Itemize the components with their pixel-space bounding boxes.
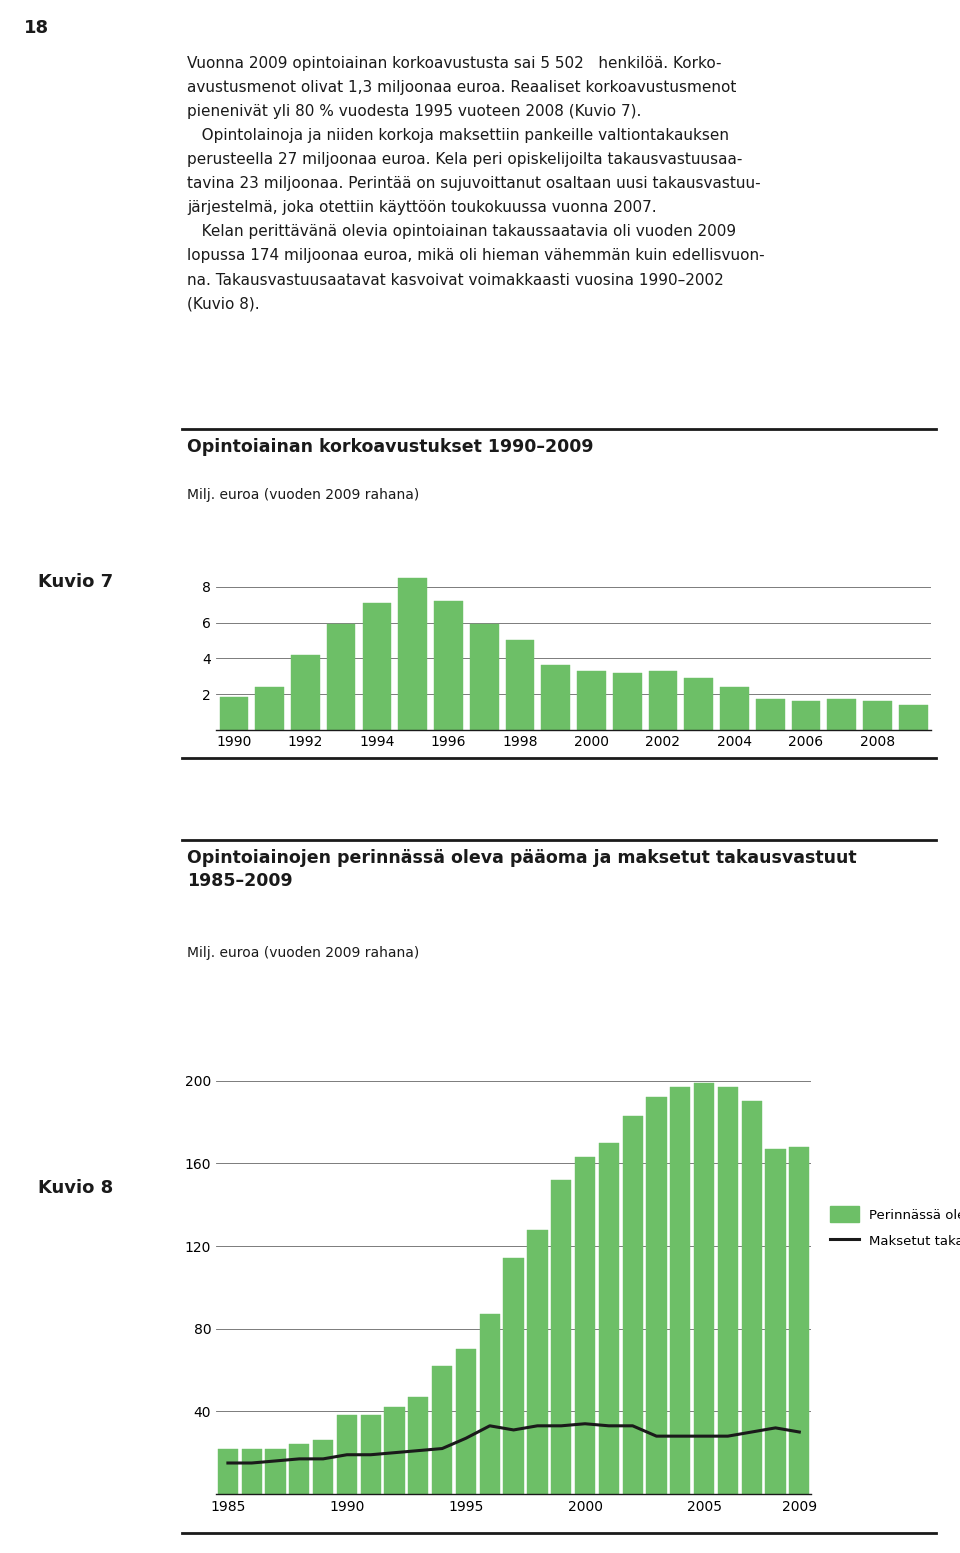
- Bar: [863, 702, 892, 730]
- Text: Opintoiainan korkoavustukset 1990–2009: Opintoiainan korkoavustukset 1990–2009: [187, 438, 593, 457]
- Text: lopussa 174 miljoonaa euroa, mikä oli hieman vähemmän kuin edellisvuon-: lopussa 174 miljoonaa euroa, mikä oli hi…: [187, 248, 765, 264]
- Bar: [434, 601, 463, 730]
- Bar: [541, 666, 570, 730]
- Bar: [291, 655, 320, 730]
- Bar: [469, 624, 498, 730]
- Text: 18: 18: [24, 19, 49, 37]
- Text: Kuvio 8: Kuvio 8: [38, 1179, 113, 1197]
- Bar: [789, 1148, 809, 1494]
- Bar: [670, 1087, 690, 1494]
- Bar: [361, 1415, 381, 1494]
- Bar: [337, 1415, 357, 1494]
- Bar: [646, 1098, 666, 1494]
- Text: Milj. euroa (vuoden 2009 rahana): Milj. euroa (vuoden 2009 rahana): [187, 488, 420, 502]
- Bar: [326, 624, 355, 730]
- Bar: [398, 578, 427, 730]
- Bar: [480, 1314, 500, 1494]
- Legend: Perinnässä oleva pääoma, Maksetut takausvastuut: Perinnässä oleva pääoma, Maksetut takaus…: [829, 1207, 960, 1249]
- Bar: [218, 1449, 238, 1494]
- Bar: [720, 686, 749, 730]
- Bar: [220, 697, 249, 730]
- Bar: [289, 1444, 309, 1494]
- Bar: [503, 1258, 524, 1494]
- Text: Opintoiainojen perinnässä oleva pääoma ja maksetut takausvastuut
1985–2009: Opintoiainojen perinnässä oleva pääoma j…: [187, 849, 857, 890]
- Bar: [242, 1449, 262, 1494]
- Bar: [792, 702, 821, 730]
- Bar: [408, 1396, 428, 1494]
- Text: pienenivät yli 80 % vuodesta 1995 vuoteen 2008 (Kuvio 7).: pienenivät yli 80 % vuodesta 1995 vuotee…: [187, 104, 641, 120]
- Text: avustusmenot olivat 1,3 miljoonaa euroa. Reaaliset korkoavustusmenot: avustusmenot olivat 1,3 miljoonaa euroa.…: [187, 79, 736, 95]
- Bar: [575, 1157, 595, 1494]
- Bar: [255, 686, 284, 730]
- Bar: [765, 1149, 785, 1494]
- Bar: [684, 679, 713, 730]
- Text: järjestelmä, joka otettiin käyttöön toukokuussa vuonna 2007.: järjestelmä, joka otettiin käyttöön touk…: [187, 200, 657, 216]
- Bar: [899, 705, 927, 730]
- Bar: [622, 1117, 643, 1494]
- Bar: [506, 640, 535, 730]
- Bar: [828, 699, 856, 730]
- Bar: [363, 603, 392, 730]
- Bar: [756, 699, 784, 730]
- Bar: [612, 672, 641, 730]
- Text: Kuvio 7: Kuvio 7: [38, 573, 113, 592]
- Text: (Kuvio 8).: (Kuvio 8).: [187, 297, 260, 312]
- Text: tavina 23 miljoonaa. Perintää on sujuvoittanut osaltaan uusi takausvastuu-: tavina 23 miljoonaa. Perintää on sujuvoi…: [187, 177, 761, 191]
- Bar: [741, 1101, 762, 1494]
- Text: Kelan perittävänä olevia opintoiainan takaussaatavia oli vuoden 2009: Kelan perittävänä olevia opintoiainan ta…: [187, 225, 736, 239]
- Text: Vuonna 2009 opintoiainan korkoavustusta sai 5 502   henkilöä. Korko-: Vuonna 2009 opintoiainan korkoavustusta …: [187, 56, 722, 71]
- Bar: [694, 1082, 714, 1494]
- Text: na. Takausvastuusaatavat kasvoivat voimakkaasti vuosina 1990–2002: na. Takausvastuusaatavat kasvoivat voima…: [187, 273, 724, 287]
- Bar: [384, 1407, 405, 1494]
- Bar: [265, 1449, 286, 1494]
- Bar: [456, 1350, 476, 1494]
- Bar: [718, 1087, 738, 1494]
- Bar: [313, 1440, 333, 1494]
- Bar: [599, 1143, 619, 1494]
- Bar: [577, 671, 606, 730]
- Bar: [432, 1367, 452, 1494]
- Text: Milj. euroa (vuoden 2009 rahana): Milj. euroa (vuoden 2009 rahana): [187, 946, 420, 960]
- Text: Opintolainoja ja niiden korkoja maksettiin pankeille valtiontakauksen: Opintolainoja ja niiden korkoja maksetti…: [187, 129, 730, 143]
- Bar: [551, 1180, 571, 1494]
- Bar: [649, 671, 678, 730]
- Bar: [527, 1230, 547, 1494]
- Text: perusteella 27 miljoonaa euroa. Kela peri opiskelijoilta takausvastuusaa-: perusteella 27 miljoonaa euroa. Kela per…: [187, 152, 743, 168]
